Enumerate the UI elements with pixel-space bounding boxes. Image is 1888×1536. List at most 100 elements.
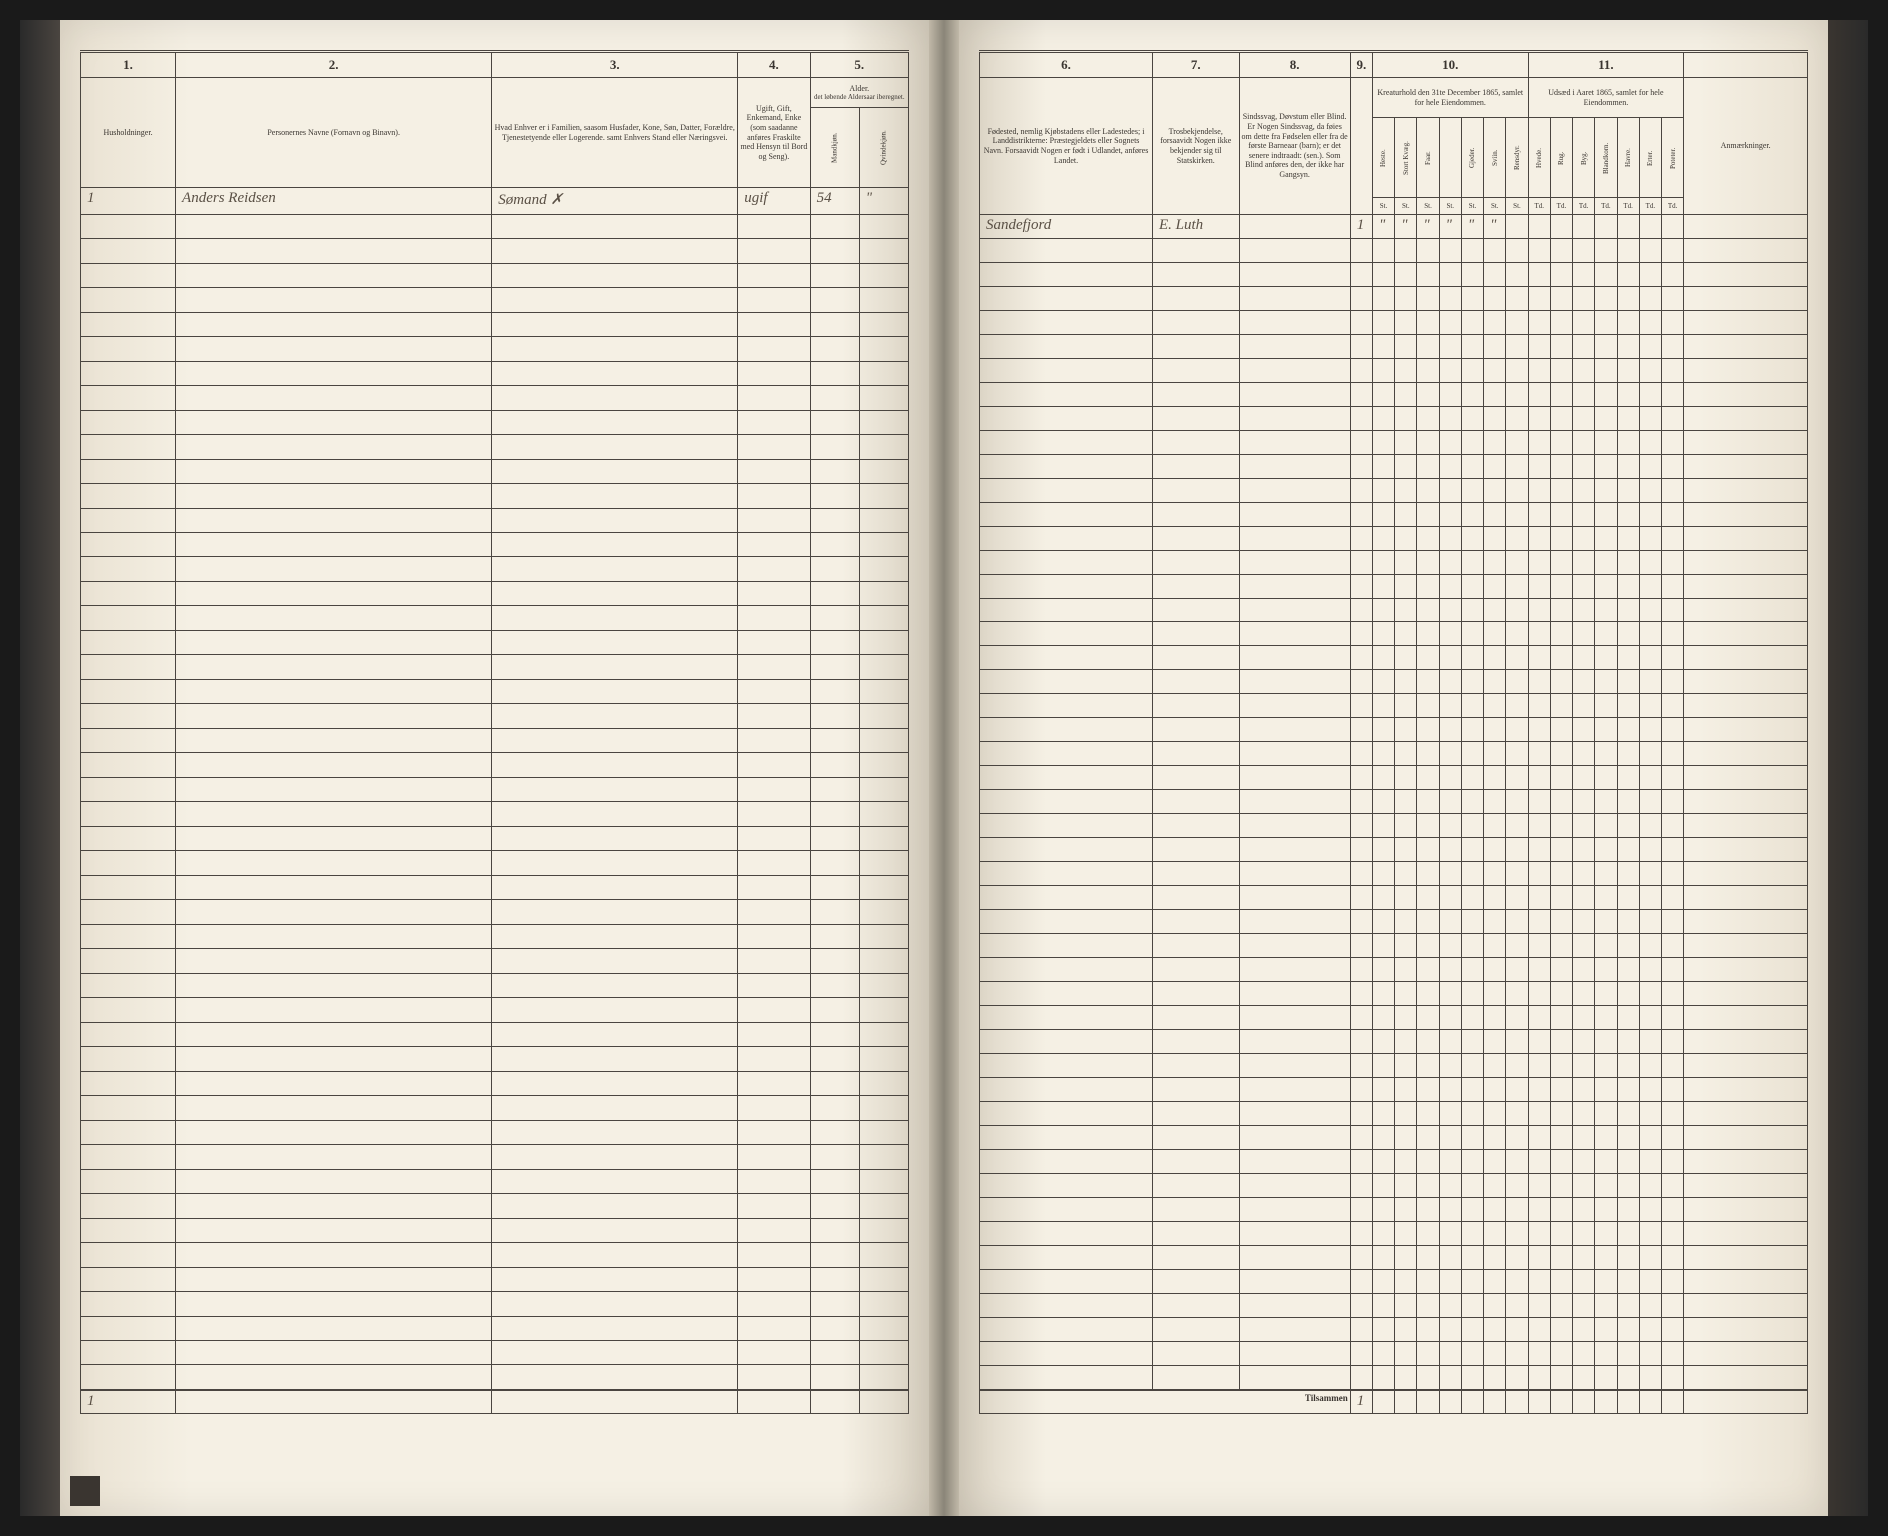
empty-cell xyxy=(1239,262,1350,286)
empty-cell xyxy=(1484,718,1506,742)
empty-cell xyxy=(492,802,738,826)
empty-cell xyxy=(176,459,492,483)
empty-cell xyxy=(859,263,908,287)
empty-cell xyxy=(1461,646,1483,670)
empty-cell xyxy=(1461,550,1483,574)
empty-cell xyxy=(1461,718,1483,742)
c11-unit-0: Td. xyxy=(1528,198,1550,215)
empty-cell xyxy=(1617,814,1639,838)
book-spine-left xyxy=(20,20,60,1516)
empty-cell xyxy=(81,1145,176,1169)
empty-cell xyxy=(81,1316,176,1340)
empty-cell xyxy=(1639,838,1661,862)
empty-row xyxy=(81,924,909,948)
empty-cell xyxy=(1239,718,1350,742)
empty-cell xyxy=(1662,838,1684,862)
empty-cell xyxy=(1395,1341,1417,1365)
empty-row xyxy=(81,1022,909,1046)
empty-cell xyxy=(1439,526,1461,550)
empty-cell xyxy=(1528,1269,1550,1293)
empty-cell xyxy=(738,1022,810,1046)
empty-cell xyxy=(1417,910,1439,934)
empty-cell xyxy=(1506,1149,1528,1173)
empty-cell xyxy=(859,1267,908,1291)
empty-cell xyxy=(81,1194,176,1218)
empty-cell xyxy=(1350,1317,1372,1341)
right-page: 6. 7. 8. 9. 10. 11. Fødested, nemlig Kjø… xyxy=(959,20,1828,1516)
empty-cell xyxy=(1484,742,1506,766)
empty-cell xyxy=(1528,1341,1550,1365)
empty-cell xyxy=(1439,1269,1461,1293)
empty-cell xyxy=(1153,334,1240,358)
empty-cell xyxy=(1239,1149,1350,1173)
empty-cell xyxy=(1417,1365,1439,1390)
empty-cell xyxy=(1573,862,1595,886)
empty-cell xyxy=(1595,598,1617,622)
empty-cell xyxy=(176,214,492,238)
cell-position: Sømand ✗ xyxy=(492,188,738,215)
col-header-5b: Qvindekjøn. xyxy=(859,108,908,188)
empty-cell xyxy=(1639,622,1661,646)
empty-cell xyxy=(810,1120,859,1144)
empty-cell xyxy=(492,851,738,875)
empty-cell xyxy=(1617,550,1639,574)
empty-cell xyxy=(810,900,859,924)
empty-cell xyxy=(810,875,859,899)
empty-cell xyxy=(1506,1125,1528,1149)
empty-cell xyxy=(1461,238,1483,262)
age-desc: det løbende Aldersaar iberegnet. xyxy=(813,93,906,101)
empty-cell xyxy=(1662,574,1684,598)
empty-cell xyxy=(738,386,810,410)
empty-cell xyxy=(492,753,738,777)
empty-cell xyxy=(1461,502,1483,526)
empty-cell xyxy=(1395,1077,1417,1101)
empty-cell xyxy=(1528,358,1550,382)
empty-cell xyxy=(1662,1173,1684,1197)
empty-cell xyxy=(1550,1053,1572,1077)
empty-cell xyxy=(1573,742,1595,766)
empty-cell xyxy=(980,1053,1153,1077)
empty-cell xyxy=(1617,1053,1639,1077)
empty-cell xyxy=(810,728,859,752)
empty-cell xyxy=(980,1317,1153,1341)
empty-cell xyxy=(1153,1125,1240,1149)
empty-cell xyxy=(859,1022,908,1046)
empty-row xyxy=(980,238,1808,262)
empty-cell xyxy=(1239,1293,1350,1317)
empty-cell xyxy=(1506,1101,1528,1125)
empty-cell xyxy=(859,826,908,850)
empty-row xyxy=(980,406,1808,430)
empty-cell xyxy=(1484,478,1506,502)
col-num-5: 5. xyxy=(810,52,908,78)
c11-3 xyxy=(1595,215,1617,239)
empty-cell xyxy=(1684,790,1808,814)
empty-cell xyxy=(1395,1173,1417,1197)
empty-cell xyxy=(1372,382,1394,406)
empty-cell xyxy=(1417,430,1439,454)
empty-cell xyxy=(1461,1149,1483,1173)
empty-row xyxy=(81,1365,909,1390)
empty-cell xyxy=(1506,838,1528,862)
empty-cell xyxy=(1528,550,1550,574)
empty-cell xyxy=(1439,886,1461,910)
empty-cell xyxy=(1595,310,1617,334)
c10-6 xyxy=(1506,215,1528,239)
empty-row xyxy=(81,533,909,557)
empty-cell xyxy=(1639,1221,1661,1245)
empty-cell xyxy=(81,1340,176,1364)
empty-row xyxy=(81,1292,909,1316)
empty-cell xyxy=(81,728,176,752)
empty-cell xyxy=(1484,814,1506,838)
empty-cell xyxy=(1550,814,1572,838)
empty-cell xyxy=(1239,454,1350,478)
empty-cell xyxy=(1417,622,1439,646)
empty-cell xyxy=(1662,1005,1684,1029)
empty-cell xyxy=(810,655,859,679)
empty-cell xyxy=(1662,526,1684,550)
empty-cell xyxy=(1417,1029,1439,1053)
empty-cell xyxy=(738,1340,810,1364)
empty-cell xyxy=(1417,766,1439,790)
empty-cell xyxy=(738,851,810,875)
empty-cell xyxy=(1395,934,1417,958)
empty-cell xyxy=(492,1365,738,1390)
